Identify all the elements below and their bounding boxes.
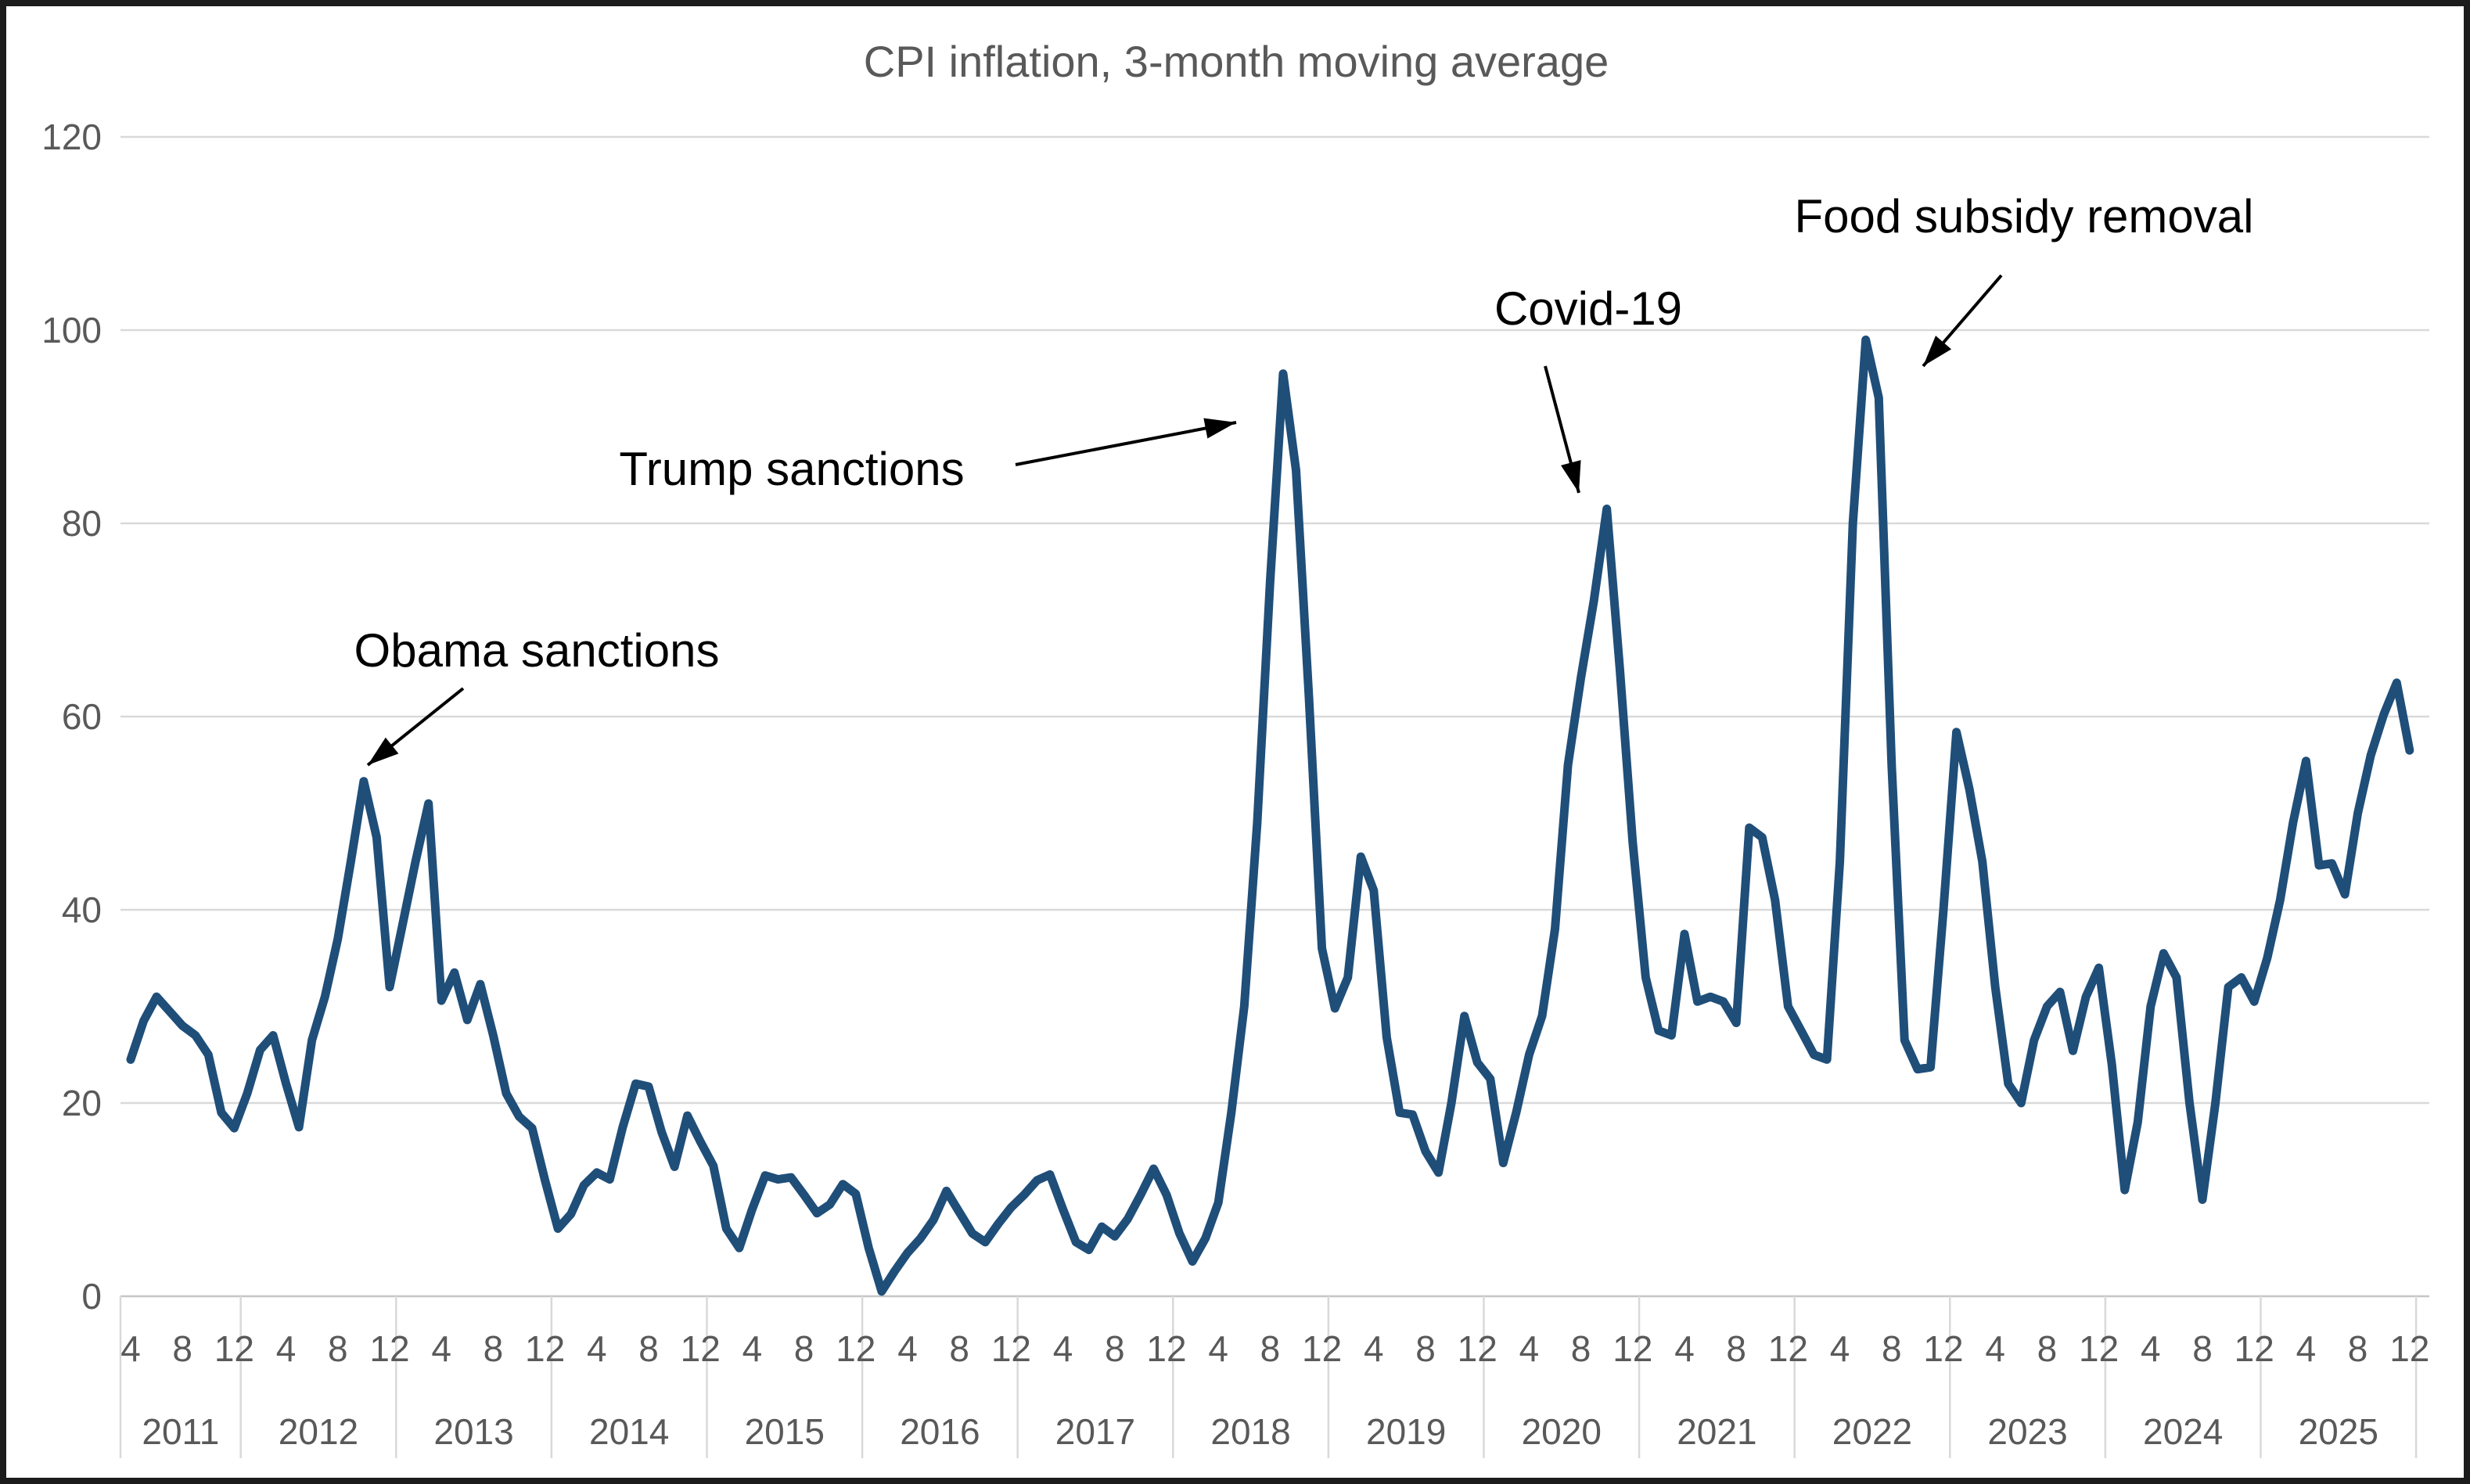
annotation-arrowhead [368,737,399,765]
x-month-label: 8 [638,1328,659,1369]
x-year-label: 2015 [745,1411,825,1452]
annotation-label: Covid-19 [1494,282,1682,335]
x-year-label: 2014 [589,1411,669,1452]
annotation-arrowhead [1923,336,1952,366]
x-year-label: 2017 [1055,1411,1135,1452]
x-month-label: 12 [2079,1328,2119,1369]
x-month-label: 4 [2141,1328,2161,1369]
x-month-label: 8 [1571,1328,1591,1369]
y-tick-label: 80 [62,503,102,544]
cpi-series-line [126,335,2414,1296]
x-year-label: 2011 [142,1411,219,1452]
chart-title: CPI inflation, 3-month moving average [864,37,1609,86]
x-month-label: 8 [794,1328,814,1369]
x-year-label: 2020 [1522,1411,1602,1452]
x-year-label: 2022 [1832,1411,1912,1452]
x-month-label: 8 [1882,1328,1902,1369]
annotation-arrowhead [1561,460,1581,493]
x-year-label: 2024 [2143,1411,2223,1452]
x-month-label: 12 [991,1328,1031,1369]
x-month-label: 12 [214,1328,254,1369]
x-year-label: 2013 [433,1411,513,1452]
x-month-label: 12 [2389,1328,2429,1369]
annotation-label: Food subsidy removal [1795,190,2254,243]
x-month-label: 4 [431,1328,451,1369]
x-month-label: 8 [1726,1328,1746,1369]
x-month-label: 12 [525,1328,565,1369]
x-month-label: 4 [897,1328,918,1369]
x-year-label: 2018 [1210,1411,1290,1452]
x-month-label: 4 [120,1328,141,1369]
annotation-arrow [1015,421,1237,466]
x-month-label: 4 [742,1328,763,1369]
x-month-label: 12 [836,1328,875,1369]
annotation-arrowhead [1203,418,1236,439]
x-month-label: 4 [1208,1328,1228,1369]
x-month-label: 8 [2192,1328,2213,1369]
x-axis-month-labels: 4 8 12 4 8 12 4 8 12 4 8 12 4 8 12 4 8 12 4 8 12 4 8 12 4 8 12 4 8 12… [120,1328,2429,1369]
x-month-label: 8 [2037,1328,2058,1369]
x-month-label: 12 [1302,1328,1342,1369]
y-tick-label: 40 [62,889,102,930]
x-month-label: 12 [1613,1328,1652,1369]
x-month-label: 4 [1985,1328,2005,1369]
x-month-label: 4 [1053,1328,1073,1369]
x-month-label: 8 [328,1328,348,1369]
year-separator-ticks [119,1296,2418,1458]
x-month-label: 12 [369,1328,409,1369]
annotation-label: Obama sanctions [354,624,720,677]
annotations: Obama sanctions Trump sanctions Covid-19 Fo… [354,190,2254,767]
x-axis-year-labels: 2011 2012 2013 2014 2015 2016 2017 2018 2019 2020… [142,1411,2378,1452]
y-tick-label: 120 [41,117,102,157]
x-year-label: 2025 [2299,1411,2378,1452]
gridlines [120,135,2429,1298]
annotation-label: Trump sanctions [619,443,964,495]
x-month-label: 4 [276,1328,297,1369]
x-year-label: 2021 [1677,1411,1756,1452]
x-month-label: 12 [1923,1328,1963,1369]
x-month-label: 8 [172,1328,192,1369]
x-month-label: 8 [1415,1328,1436,1369]
y-axis-tick-labels: 0 20 40 60 80 100 120 [41,117,102,1317]
x-year-label: 2012 [279,1411,358,1452]
y-tick-label: 0 [81,1276,102,1317]
y-tick-label: 100 [41,310,102,350]
x-month-label: 4 [1830,1328,1850,1369]
x-month-label: 8 [1105,1328,1125,1369]
x-year-label: 2023 [1987,1411,2067,1452]
x-month-label: 4 [2296,1328,2317,1369]
x-month-label: 4 [587,1328,607,1369]
x-month-label: 4 [1674,1328,1695,1369]
x-month-label: 8 [2348,1328,2368,1369]
x-year-label: 2019 [1366,1411,1446,1452]
x-month-label: 8 [949,1328,969,1369]
y-tick-label: 60 [62,696,102,737]
x-month-label: 12 [1458,1328,1497,1369]
y-tick-label: 20 [62,1083,102,1123]
x-month-label: 8 [484,1328,504,1369]
x-month-label: 4 [1519,1328,1540,1369]
x-month-label: 12 [1146,1328,1186,1369]
x-month-label: 12 [1768,1328,1808,1369]
x-month-label: 12 [681,1328,721,1369]
x-month-label: 8 [1260,1328,1281,1369]
x-year-label: 2016 [900,1411,980,1452]
x-month-label: 12 [2235,1328,2274,1369]
x-month-label: 4 [1364,1328,1384,1369]
